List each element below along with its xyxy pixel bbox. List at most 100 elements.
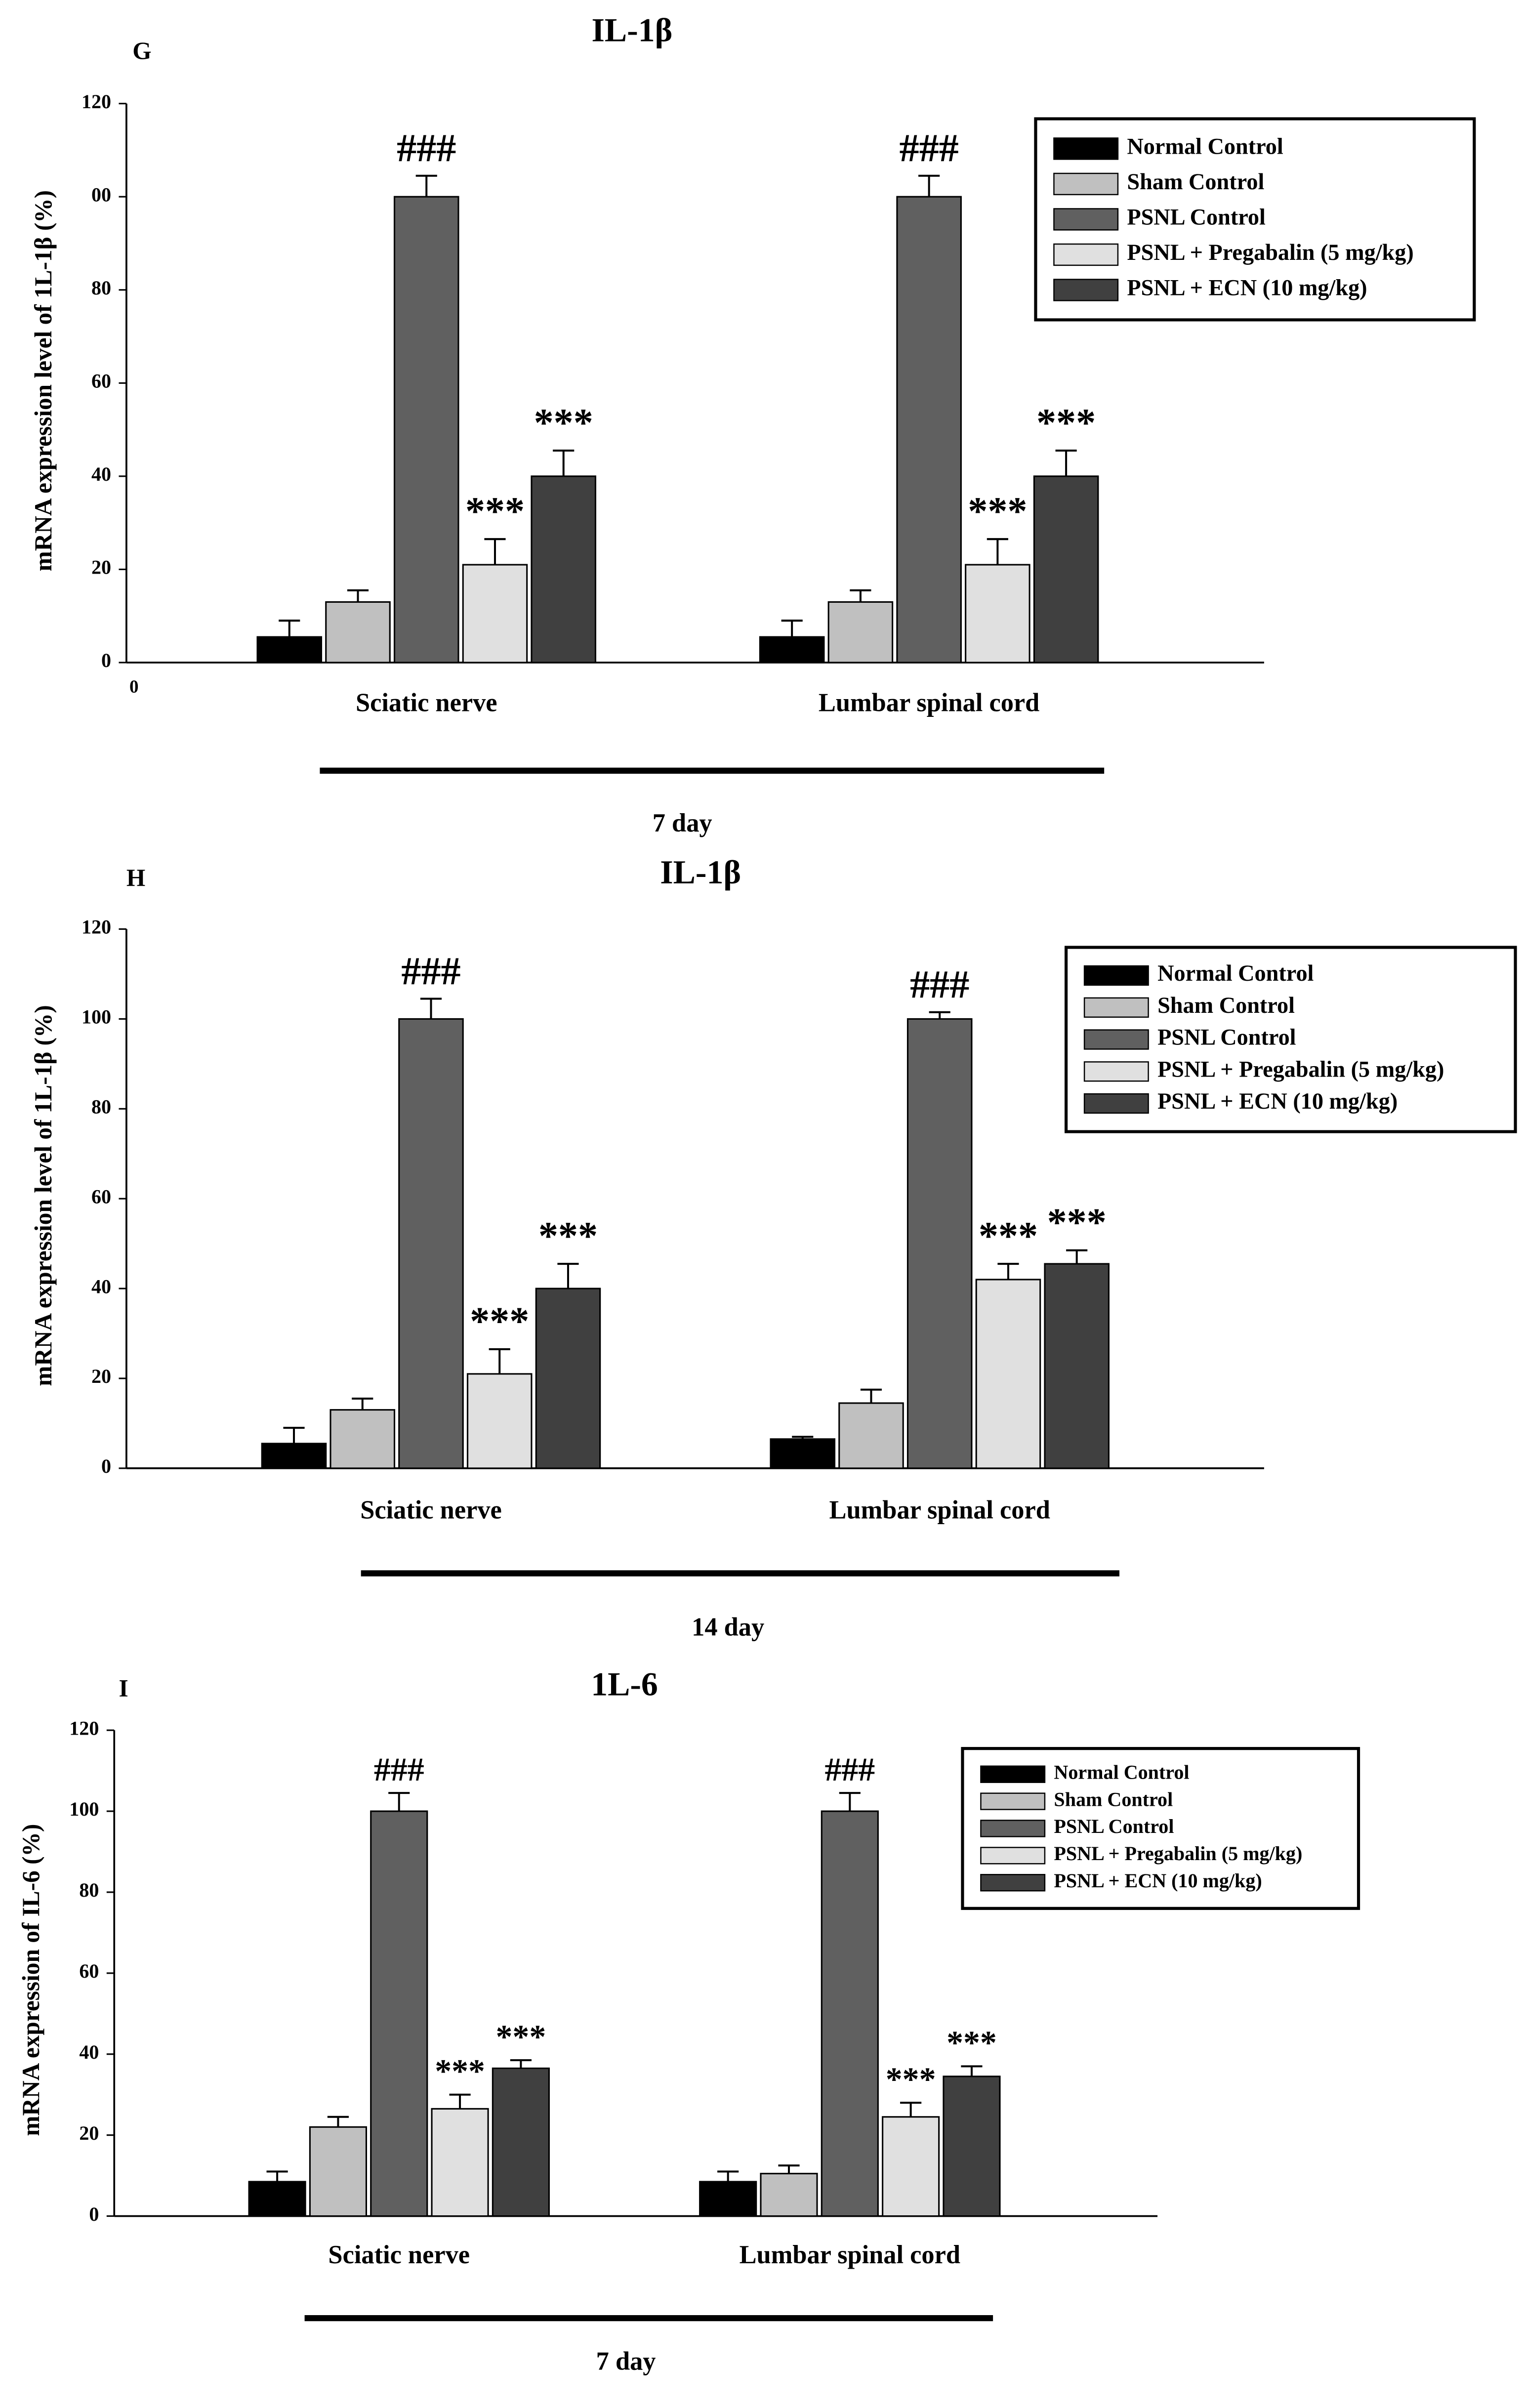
legend-swatch <box>1083 997 1149 1018</box>
legend-swatch <box>980 1792 1046 1810</box>
x-axis-label: 7 day <box>653 809 712 837</box>
significance-label: *** <box>1047 1201 1107 1245</box>
legend-swatch <box>1053 279 1119 301</box>
y-tick-label: 40 <box>91 463 111 485</box>
y-tick-label: 20 <box>79 2122 99 2144</box>
legend-label: Sham Control <box>1127 169 1264 195</box>
y-tick-label: 120 <box>69 1717 99 1739</box>
y-tick-label: 0 <box>101 1455 111 1477</box>
significance-label: *** <box>435 2053 485 2090</box>
y-tick-label: 80 <box>79 1879 99 1901</box>
y-tick-label: 100 <box>69 1798 99 1820</box>
bar <box>256 636 323 664</box>
corner-label: 0 <box>129 677 139 697</box>
bar <box>906 1018 973 1469</box>
y-tick-label: 40 <box>91 1275 111 1297</box>
bar <box>1044 1263 1110 1469</box>
significance-label: *** <box>947 2024 997 2061</box>
y-tick-label: 00 <box>91 183 111 206</box>
legend-label: PSNL + ECN (10 mg/kg) <box>1127 276 1367 301</box>
bar <box>370 1810 428 2217</box>
significance-label: ### <box>900 126 959 170</box>
bar <box>462 564 528 664</box>
significance-label: ### <box>824 1751 875 1788</box>
legend-label: Sham Control <box>1054 1788 1173 1810</box>
legend-swatch <box>980 1765 1046 1783</box>
y-tick-label: 0 <box>89 2203 99 2225</box>
bar <box>309 2126 368 2217</box>
legend-label: PSNL Control <box>1157 1025 1296 1050</box>
y-tick-label: 60 <box>91 370 111 392</box>
legend-label: Normal Control <box>1157 961 1314 986</box>
y-tick-label: 60 <box>91 1185 111 1207</box>
x-tick-label: Sciatic nerve <box>356 688 497 717</box>
bar <box>975 1279 1041 1469</box>
y-tick-label: 80 <box>91 277 111 299</box>
legend-swatch <box>980 1847 1046 1865</box>
bar <box>1033 475 1099 664</box>
legend-swatch <box>1053 208 1119 231</box>
x-tick-label: Lumbar spinal cord <box>819 688 1039 717</box>
x-tick-label: Sciatic nerve <box>360 1495 502 1524</box>
legend-label: PSNL + Pregabalin (5 mg/kg) <box>1054 1842 1302 1865</box>
legend-swatch <box>1083 1061 1149 1082</box>
legend-swatch <box>1053 137 1119 160</box>
panel-label: G <box>132 37 151 64</box>
bar <box>531 475 596 664</box>
bar <box>466 1373 533 1469</box>
legend-label: PSNL + Pregabalin (5 mg/kg) <box>1157 1057 1444 1082</box>
y-axis-label: mRNA expression level of 1L-1β (%) <box>30 1005 57 1386</box>
legend-swatch <box>1083 1029 1149 1050</box>
chart-title: IL-1β <box>592 11 673 48</box>
chart-title: 1L-6 <box>591 1665 658 1702</box>
bar <box>821 1810 879 2217</box>
panel-label: H <box>126 864 145 891</box>
bar <box>431 2108 489 2217</box>
bar <box>943 2076 1001 2217</box>
bar <box>492 2067 550 2217</box>
significance-label: *** <box>538 1214 598 1258</box>
significance-label: *** <box>534 401 593 445</box>
legend-label: PSNL Control <box>1054 1815 1174 1837</box>
significance-label: *** <box>979 1214 1038 1258</box>
bar <box>248 2181 306 2217</box>
y-tick-label: 0 <box>101 649 111 671</box>
legend-label: PSNL + ECN (10 mg/kg) <box>1054 1869 1262 1892</box>
y-axis-label: mRNA expression of IL-6 (%) <box>17 1824 44 2136</box>
y-tick-label: 80 <box>91 1096 111 1118</box>
significance-label: *** <box>1036 401 1096 445</box>
bar <box>965 564 1030 664</box>
significance-label: *** <box>465 490 525 533</box>
x-tick-label: Sciatic nerve <box>328 2241 470 2269</box>
x-axis-label: 14 day <box>692 1613 764 1642</box>
bar <box>699 2181 757 2217</box>
chart-title: IL-1β <box>660 854 741 891</box>
y-tick-label: 60 <box>79 1960 99 1982</box>
significance-label: ### <box>401 950 460 993</box>
significance-label: *** <box>968 490 1027 533</box>
legend-label: PSNL + Pregabalin (5 mg/kg) <box>1127 240 1413 265</box>
legend-swatch <box>1053 172 1119 196</box>
bar <box>393 196 459 664</box>
y-tick-label: 20 <box>91 556 111 579</box>
bar <box>325 601 391 664</box>
y-tick-label: 120 <box>82 90 111 113</box>
x-axis-label: 7 day <box>596 2347 656 2376</box>
legend-swatch <box>1083 965 1149 986</box>
bar <box>896 196 962 664</box>
y-tick-label: 100 <box>82 1006 111 1028</box>
bar <box>329 1409 396 1469</box>
significance-label: *** <box>470 1300 529 1343</box>
significance-label: ### <box>397 126 456 170</box>
bar <box>760 2172 818 2217</box>
legend-label: Sham Control <box>1157 993 1295 1018</box>
legend-swatch <box>980 1874 1046 1892</box>
bar <box>261 1443 327 1469</box>
bar <box>759 636 825 664</box>
bar <box>838 1402 904 1469</box>
significance-label: ### <box>910 963 969 1006</box>
legend-label: Normal Control <box>1127 134 1283 159</box>
x-tick-label: Lumbar spinal cord <box>829 1495 1050 1524</box>
y-tick-label: 20 <box>91 1365 111 1387</box>
